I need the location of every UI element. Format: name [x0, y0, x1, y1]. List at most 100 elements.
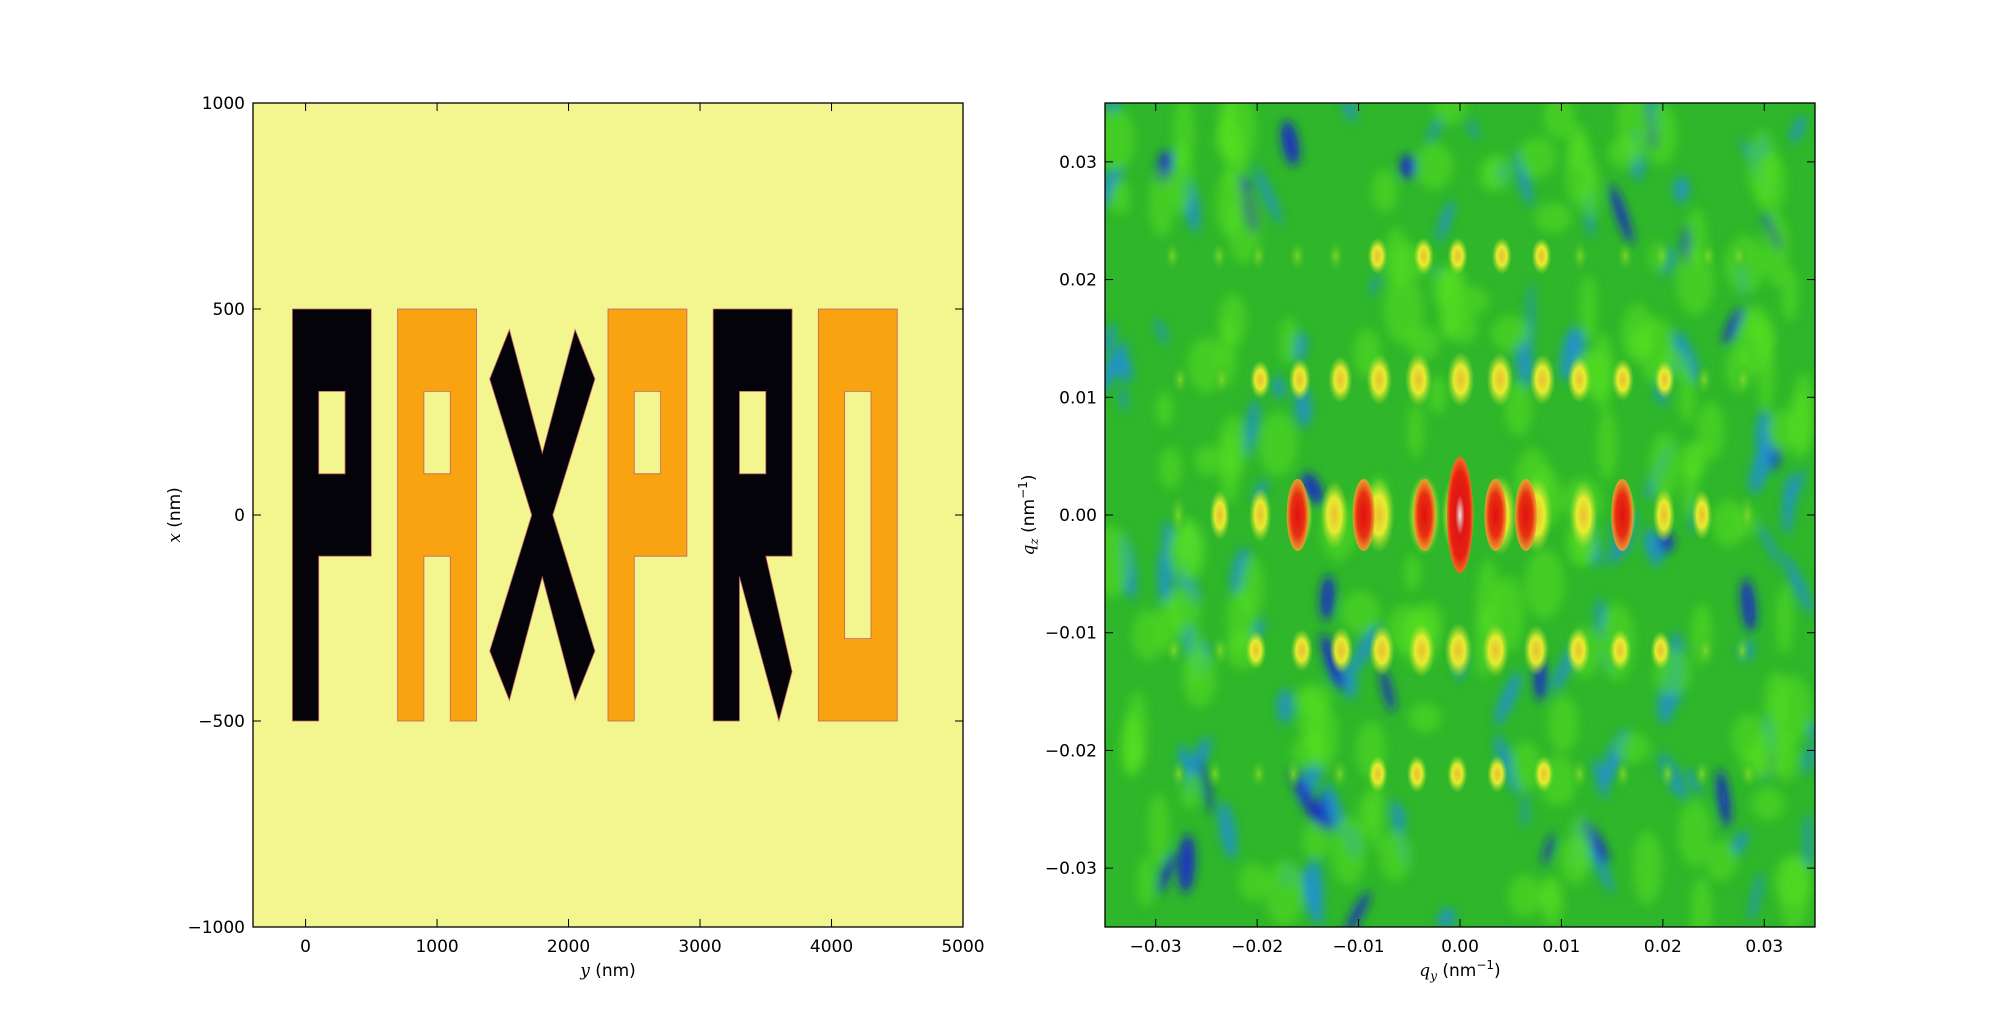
fringe-spot: [1413, 237, 1434, 275]
green-blob: [1644, 103, 1678, 166]
right-x-tick-label: 0.03: [1745, 937, 1783, 957]
low-intensity-streak: [1723, 307, 1744, 344]
red-peak: [1611, 479, 1634, 551]
low-intensity-streak: [1281, 120, 1300, 166]
low-intensity-streak: [1300, 870, 1323, 926]
right-x-tick-label: −0.03: [1130, 937, 1182, 957]
low-intensity-streak: [1807, 718, 1815, 746]
fringe-spot: [1699, 239, 1718, 273]
green-blob: [1358, 792, 1376, 836]
green-blob: [1479, 159, 1498, 191]
red-peak: [1484, 479, 1507, 551]
low-intensity-streak: [1467, 120, 1479, 140]
low-intensity-streak: [1342, 103, 1357, 122]
low-intensity-streak: [1749, 871, 1763, 922]
fringe-spot: [1164, 633, 1184, 668]
green-blob: [1705, 840, 1738, 882]
low-intensity-streak: [1114, 351, 1133, 383]
letter-x-2: [489, 328, 596, 702]
fringe-spot: [1245, 630, 1267, 670]
fringe-spot: [1366, 353, 1393, 406]
low-intensity-streak: [1749, 435, 1774, 494]
green-blob: [1439, 295, 1456, 341]
right-y-tick-label: −0.02: [1045, 741, 1097, 761]
fringe-spot: [1249, 360, 1271, 400]
green-blob: [1774, 855, 1812, 906]
red-peak: [1286, 479, 1309, 551]
fringe-spot: [1486, 352, 1514, 407]
scattering-pattern: [1105, 103, 1815, 927]
fringe-spot: [1652, 487, 1676, 543]
green-blob: [1616, 103, 1649, 158]
fringe-spot: [1608, 628, 1632, 672]
low-intensity-streak: [1730, 830, 1749, 857]
green-blob: [1596, 408, 1618, 481]
green-blob: [1518, 137, 1557, 179]
low-intensity-streak: [1277, 688, 1293, 724]
fringe-spot: [1211, 361, 1232, 398]
fringe-spot: [1732, 633, 1752, 668]
green-blob: [1218, 293, 1247, 347]
green-blob: [1404, 553, 1421, 592]
red-peak: [1352, 479, 1375, 551]
red-peak: [1413, 479, 1436, 551]
low-intensity-streak: [1218, 801, 1237, 860]
green-blob: [1265, 859, 1304, 927]
low-intensity-streak: [1199, 757, 1214, 816]
right-y-tick-label: 0.02: [1059, 271, 1097, 291]
fringe-spot: [1408, 623, 1436, 678]
fringe-spot: [1248, 239, 1268, 273]
letter-o-5: [817, 308, 898, 722]
fringe-spot: [1249, 757, 1269, 791]
green-blob: [1132, 609, 1165, 661]
left-x-tick-label: 2000: [547, 937, 590, 957]
right-x-tick-label: −0.01: [1333, 937, 1385, 957]
left-xlabel: y (nm): [579, 961, 636, 981]
fringe-spot: [1569, 756, 1590, 792]
low-intensity-streak: [1514, 151, 1533, 207]
fringe-spot: [1652, 239, 1672, 273]
green-blob: [1407, 403, 1424, 459]
low-intensity-streak: [1588, 840, 1614, 895]
low-intensity-streak: [1158, 852, 1175, 894]
low-intensity-streak: [1178, 834, 1195, 894]
fringe-spot: [1611, 358, 1634, 402]
fringe-spot: [1209, 489, 1231, 541]
green-blob: [1763, 670, 1789, 739]
green-blob: [1306, 728, 1327, 759]
fringe-spot: [1367, 755, 1388, 793]
left-y-tick-label: 0: [234, 506, 245, 526]
fringe-spot: [1566, 626, 1591, 675]
green-blob: [1696, 401, 1725, 460]
right-ylabel: qz (nm−1): [1016, 475, 1041, 556]
fringe-spot: [1288, 358, 1311, 402]
green-blob: [1690, 876, 1713, 927]
fringe-spot: [1446, 351, 1475, 408]
right-x-tick-label: −0.02: [1231, 937, 1283, 957]
fringe-spot: [1615, 238, 1635, 274]
green-blob: [1215, 171, 1243, 237]
green-blob: [1302, 821, 1330, 860]
fringe-spot: [1283, 756, 1303, 792]
fringe-spot: [1287, 238, 1307, 274]
low-intensity-streak: [1521, 794, 1529, 829]
right-y-tick-label: 0.01: [1059, 388, 1097, 408]
green-blob: [1731, 713, 1768, 763]
fringe-spot: [1248, 487, 1272, 543]
green-blob: [1510, 741, 1541, 791]
left-y-tick-label: 500: [213, 300, 245, 320]
green-blob: [1408, 703, 1442, 733]
right-x-tick-label: 0.02: [1644, 937, 1682, 957]
low-intensity-streak: [1369, 274, 1380, 295]
left-x-tick-label: 5000: [941, 937, 984, 957]
green-blob: [1125, 739, 1145, 769]
left-x-tick-label: 4000: [810, 937, 853, 957]
green-blob: [1218, 103, 1257, 166]
left-x-tick-label: 1000: [415, 937, 458, 957]
fringe-spot: [1529, 353, 1556, 406]
fringe-spot: [1169, 757, 1188, 791]
fringe-spot: [1613, 756, 1633, 792]
green-blob: [1747, 130, 1778, 205]
right-y-tick-label: 0.03: [1059, 153, 1097, 173]
